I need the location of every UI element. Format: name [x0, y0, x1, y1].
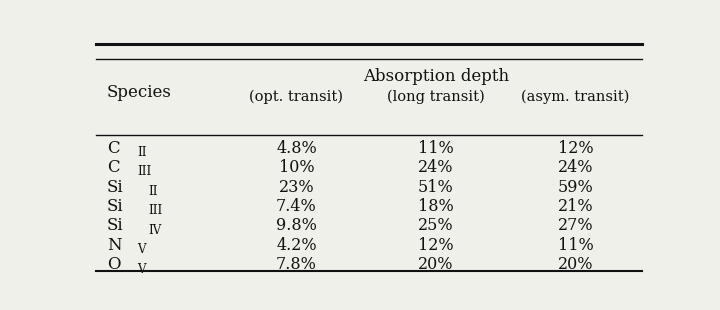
- Text: 11%: 11%: [557, 237, 593, 254]
- Text: III: III: [138, 165, 152, 178]
- Text: 12%: 12%: [558, 140, 593, 157]
- Text: C: C: [107, 159, 120, 176]
- Text: II: II: [148, 185, 158, 198]
- Text: 7.8%: 7.8%: [276, 256, 317, 273]
- Text: 7.4%: 7.4%: [276, 198, 317, 215]
- Text: III: III: [148, 204, 163, 217]
- Text: Si: Si: [107, 179, 123, 196]
- Text: 24%: 24%: [418, 159, 454, 176]
- Text: (long transit): (long transit): [387, 90, 485, 104]
- Text: 4.8%: 4.8%: [276, 140, 317, 157]
- Text: II: II: [138, 146, 147, 159]
- Text: 18%: 18%: [418, 198, 454, 215]
- Text: 4.2%: 4.2%: [276, 237, 317, 254]
- Text: (asym. transit): (asym. transit): [521, 90, 630, 104]
- Text: V: V: [138, 263, 146, 276]
- Text: C: C: [107, 140, 120, 157]
- Text: IV: IV: [148, 224, 162, 237]
- Text: 23%: 23%: [279, 179, 314, 196]
- Text: 21%: 21%: [558, 198, 593, 215]
- Text: Si: Si: [107, 217, 123, 234]
- Text: Absorption depth: Absorption depth: [363, 68, 509, 85]
- Text: V: V: [138, 243, 146, 256]
- Text: 25%: 25%: [418, 217, 454, 234]
- Text: (opt. transit): (opt. transit): [249, 90, 343, 104]
- Text: 11%: 11%: [418, 140, 454, 157]
- Text: O: O: [107, 256, 120, 273]
- Text: 20%: 20%: [558, 256, 593, 273]
- Text: 24%: 24%: [558, 159, 593, 176]
- Text: 9.8%: 9.8%: [276, 217, 317, 234]
- Text: Species: Species: [107, 84, 171, 101]
- Text: 27%: 27%: [558, 217, 593, 234]
- Text: 59%: 59%: [557, 179, 593, 196]
- Text: N: N: [107, 237, 122, 254]
- Text: 12%: 12%: [418, 237, 454, 254]
- Text: 20%: 20%: [418, 256, 454, 273]
- Text: 51%: 51%: [418, 179, 454, 196]
- Text: 10%: 10%: [279, 159, 314, 176]
- Text: Si: Si: [107, 198, 123, 215]
